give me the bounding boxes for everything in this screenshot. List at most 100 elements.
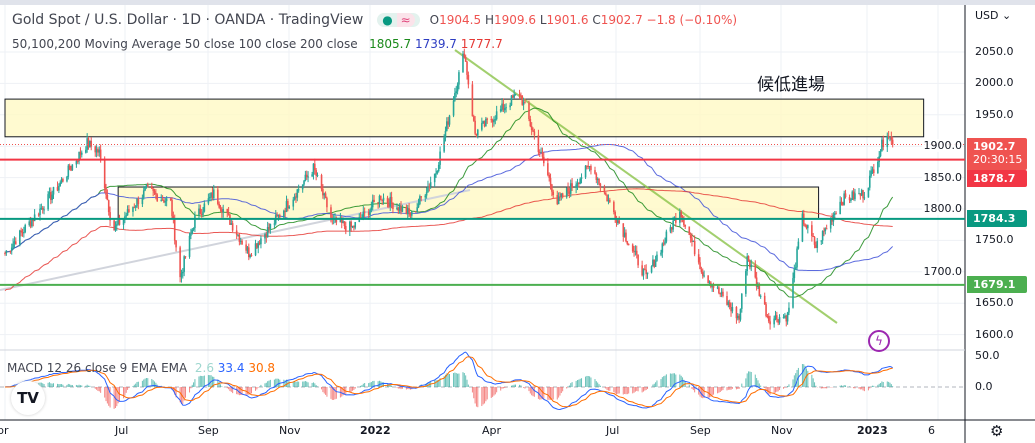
candle-body [297, 189, 300, 191]
lightning-icon[interactable]: ϟ [868, 330, 890, 352]
candle-body [745, 271, 747, 294]
candle-body [495, 111, 498, 120]
market-status-badge[interactable]: ● ≈ [377, 13, 420, 27]
candle-body [741, 293, 743, 309]
candle-body [151, 186, 153, 189]
candle-body [759, 295, 762, 297]
close-value: 1902.7 [600, 13, 643, 27]
candle-body [56, 187, 59, 191]
settings-gear-icon[interactable]: ⚙ [990, 422, 1004, 440]
candle-body [513, 94, 515, 98]
high-label: H [484, 13, 494, 27]
candle-body [406, 208, 409, 215]
candle-body [446, 121, 448, 131]
candle-body [113, 220, 115, 231]
candle-body [641, 265, 643, 276]
candle-body [437, 164, 440, 171]
candle-body [410, 211, 413, 216]
candle-body [871, 169, 874, 171]
candle-body [342, 221, 344, 223]
tradingview-logo-icon[interactable]: TV [11, 381, 45, 415]
candle-body [567, 188, 569, 192]
candle-body [114, 225, 117, 231]
candle-body [679, 211, 681, 223]
candle-body [859, 193, 862, 196]
candle-body [184, 256, 187, 258]
candle-body [475, 133, 478, 136]
candle-body [254, 243, 257, 256]
candle-body [774, 315, 777, 319]
candle-body [284, 210, 286, 213]
candle-body [559, 196, 561, 198]
candle-body [343, 221, 346, 227]
candle-body [482, 121, 484, 124]
candle-body [868, 175, 871, 188]
candle-body [456, 84, 459, 92]
candle-body [137, 198, 140, 205]
candle-body [278, 214, 281, 218]
x-tick-label: Sep [690, 424, 711, 437]
candle-body [463, 53, 466, 58]
candle-body [428, 186, 431, 188]
candle-body [99, 149, 102, 159]
candle-body [239, 240, 242, 242]
y-tick-label: 1700.0 [922, 264, 962, 278]
candle-body [378, 195, 381, 204]
x-tick-label: 2022 [360, 424, 391, 437]
candle-body [268, 227, 270, 229]
currency-selector[interactable]: USD ⌄ [975, 9, 1011, 22]
candle-body [604, 192, 607, 195]
candle-body [256, 243, 258, 248]
candle-body [464, 57, 467, 62]
candle-body [335, 217, 338, 223]
candle-body [720, 291, 723, 295]
candle-body [851, 191, 854, 200]
candle-body [165, 198, 168, 202]
ma-legend[interactable]: 50,100,200 Moving Average 50 close 100 c… [12, 37, 503, 51]
candle-body [287, 201, 289, 209]
y-tick-label: 2000.0 [975, 76, 1014, 90]
candle-body [481, 123, 483, 130]
candle-body [707, 275, 709, 284]
candle-body [455, 91, 458, 94]
candle-body [199, 208, 202, 214]
candle-body [350, 221, 352, 227]
symbol-title[interactable]: Gold Spot / U.S. Dollar · 1D · OANDA · T… [12, 12, 364, 28]
candle-body [576, 183, 579, 185]
candle-body [322, 189, 324, 196]
macd-legend[interactable]: MACD 12 26 close 9 EMA EMA 2.6 33.4 30.8 [7, 361, 275, 375]
candle-body [144, 187, 146, 191]
candle-body [617, 220, 619, 224]
candle-body [59, 182, 62, 186]
candle-body [237, 234, 239, 236]
candle-body [264, 234, 266, 239]
candle-body [160, 199, 163, 202]
candle-body [672, 220, 674, 230]
candle-body [652, 259, 654, 267]
candle-body [664, 241, 666, 244]
candle-body [599, 183, 602, 188]
open-value: 1904.5 [439, 13, 482, 27]
candle-body [156, 194, 159, 202]
candle-body [782, 317, 785, 319]
candle-body [203, 203, 206, 212]
annotation-text[interactable]: 候低進場 [757, 75, 825, 95]
candle-body [248, 247, 250, 258]
candle-body [850, 199, 852, 201]
candle-body [688, 226, 691, 235]
candle-body [283, 210, 285, 218]
low-value: 1901.6 [546, 13, 589, 27]
candle-body [691, 238, 693, 242]
candle-body [512, 95, 514, 98]
candle-body [192, 228, 195, 230]
candle-body [97, 149, 99, 153]
candle-body [879, 151, 882, 157]
bar-countdown: 20:30:15 [973, 153, 1023, 166]
candle-body [801, 213, 804, 242]
candle-body [164, 201, 167, 203]
candle-body [529, 119, 532, 127]
candle-body [642, 268, 645, 276]
candle-body [429, 182, 432, 187]
macd-signal-value: 30.8 [248, 361, 276, 375]
